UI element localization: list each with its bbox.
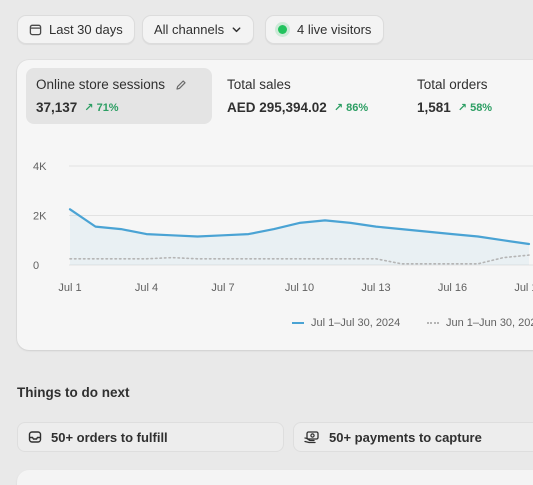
chevron-down-icon [232, 27, 241, 33]
inbox-icon [28, 431, 42, 443]
metric-sessions-label: Online store sessions [36, 77, 166, 92]
metric-sales-change: ↗ 86% [333, 102, 369, 114]
legend-current[interactable]: Jul 1–Jul 30, 2024 [292, 317, 400, 329]
metric-orders-label: Total orders [417, 77, 488, 92]
task-payments-label: 50+ payments to capture [329, 429, 482, 445]
y-tick-label: 4K [33, 161, 47, 173]
live-indicator-icon [278, 25, 287, 34]
x-tick-label: Jul 16 [438, 282, 467, 294]
x-tick-label: Jul 1 [58, 282, 81, 294]
legend-solid-swatch [292, 322, 304, 324]
sessions-line-chart: 0 2K 4K Jul 1 Jul 4 Jul 7 Jul 10 Jul 13 Jul 16 Ju… [33, 161, 533, 294]
task-payments-to-capture[interactable]: 50+ payments to capture [293, 422, 533, 452]
metric-sales-label: Total sales [227, 77, 291, 92]
date-range-button[interactable]: Last 30 days [17, 15, 135, 44]
x-tick-label: Jul 7 [211, 282, 234, 294]
legend-dotted-swatch [427, 322, 439, 324]
metric-orders-value: 1,581 [417, 100, 451, 115]
y-tick-label: 2K [33, 211, 47, 223]
y-tick-label: 0 [33, 260, 39, 272]
legend-current-label: Jul 1–Jul 30, 2024 [311, 317, 401, 329]
metric-orders-change: ↗ 58% [457, 102, 493, 114]
next-card [17, 470, 533, 485]
series-area-current [70, 209, 529, 265]
cash-icon [304, 431, 319, 444]
x-tick-label: Jul 13 [361, 282, 390, 294]
metric-sessions-value: 37,137 [36, 100, 78, 115]
series-line-current [68, 208, 531, 246]
calendar-icon [29, 24, 42, 36]
pencil-icon[interactable] [175, 79, 187, 91]
task-orders-to-fulfill[interactable]: 50+ orders to fulfill [17, 422, 284, 452]
metric-total-orders[interactable]: Total orders 1,581 ↗ 58% [407, 68, 533, 124]
metric-total-sales[interactable]: Total sales AED 295,394.02 ↗ 86% [217, 68, 397, 124]
analytics-card: Online store sessions 37,137 ↗ 71% Total… [17, 60, 533, 350]
metric-sessions[interactable]: Online store sessions 37,137 ↗ 71% [26, 68, 212, 124]
metric-sales-value: AED 295,394.02 [227, 100, 327, 115]
series-line-previous [69, 254, 530, 265]
x-tick-label: Jul 19 [514, 282, 533, 294]
section-title: Things to do next [17, 385, 130, 400]
live-visitors-button[interactable]: 4 live visitors [265, 15, 385, 44]
channels-dropdown[interactable]: All channels [142, 15, 255, 44]
task-orders-label: 50+ orders to fulfill [51, 429, 168, 445]
x-tick-label: Jul 4 [135, 282, 158, 294]
live-visitors-label: 4 live visitors [297, 22, 372, 37]
metric-sessions-change: ↗ 71% [84, 102, 119, 114]
date-range-label: Last 30 days [49, 22, 123, 37]
x-tick-label: Jul 10 [285, 282, 314, 294]
legend-previous-label: Jun 1–Jun 30, 2024 [446, 317, 533, 329]
channels-label: All channels [154, 22, 225, 37]
legend-previous[interactable]: Jun 1–Jun 30, 2024 [427, 317, 533, 329]
